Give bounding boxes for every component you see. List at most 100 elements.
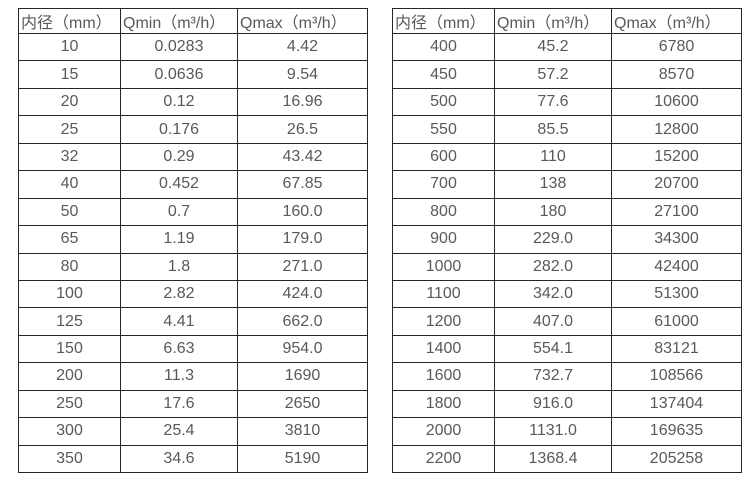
table-row: 350 34.6 5190 (18, 444, 368, 474)
table-cell: 34.6 (120, 444, 238, 474)
table-row: 100 2.82 424.0 (18, 279, 368, 309)
table-row: 1000 282.0 42400 (392, 252, 742, 281)
header-cell: Qmax（m³/h） (611, 8, 742, 34)
table-cell: 0.0283 (120, 32, 238, 62)
table-cell: 0.7 (120, 197, 238, 227)
table-cell: 500 (392, 87, 495, 117)
header-cell: 内径（mm） (392, 8, 495, 34)
table-row: 32 0.29 43.42 (18, 142, 368, 172)
table-cell: 1100 (392, 279, 495, 309)
table-cell: 137404 (611, 389, 742, 419)
table-cell: 25.4 (120, 417, 238, 446)
table-cell: 5190 (237, 444, 368, 474)
table-cell: 108566 (611, 362, 742, 391)
table-cell: 1200 (392, 307, 495, 336)
table-cell: 160.0 (237, 197, 368, 227)
table-cell: 4.42 (237, 32, 368, 62)
table-cell: 12800 (611, 115, 742, 144)
table-row: 50 0.7 160.0 (18, 197, 368, 227)
table-cell: 61000 (611, 307, 742, 336)
table-row: 2200 1368.4 205258 (392, 444, 742, 474)
table-cell: 11.3 (120, 362, 238, 391)
table-cell: 26.5 (237, 115, 368, 144)
table-cell: 0.176 (120, 115, 238, 144)
table-cell: 80 (18, 252, 121, 281)
table-row: 2000 1131.0 169635 (392, 417, 742, 446)
table-cell: 43.42 (237, 142, 368, 172)
table-cell: 450 (392, 60, 495, 89)
table-cell: 150 (18, 334, 121, 364)
table-cell: 4.41 (120, 307, 238, 336)
table-row: 1600 732.7 108566 (392, 362, 742, 391)
table-cell: 1.19 (120, 225, 238, 254)
table-cell: 77.6 (494, 87, 612, 117)
table-cell: 424.0 (237, 279, 368, 309)
table-cell: 550 (392, 115, 495, 144)
header-row: 内径（mm） Qmin（m³/h） Qmax（m³/h） (392, 8, 742, 34)
table-cell: 67.85 (237, 170, 368, 199)
table-row: 80 1.8 271.0 (18, 252, 368, 281)
table-row: 65 1.19 179.0 (18, 225, 368, 254)
table-cell: 125 (18, 307, 121, 336)
table-cell: 1690 (237, 362, 368, 391)
table-cell: 20700 (611, 170, 742, 199)
table-cell: 407.0 (494, 307, 612, 336)
table-row: 600 110 15200 (392, 142, 742, 172)
table-row: 20 0.12 16.96 (18, 87, 368, 117)
table-row: 200 11.3 1690 (18, 362, 368, 391)
table-cell: 205258 (611, 444, 742, 474)
table-cell: 15200 (611, 142, 742, 172)
table-row: 1400 554.1 83121 (392, 334, 742, 364)
table-cell: 2000 (392, 417, 495, 446)
table-cell: 50 (18, 197, 121, 227)
table-row: 300 25.4 3810 (18, 417, 368, 446)
table-cell: 85.5 (494, 115, 612, 144)
table-cell: 6.63 (120, 334, 238, 364)
header-cell: Qmin（m³/h） (494, 8, 612, 34)
table-cell: 554.1 (494, 334, 612, 364)
table-row: 1800 916.0 137404 (392, 389, 742, 419)
table-cell: 15 (18, 60, 121, 89)
table-cell: 6780 (611, 32, 742, 62)
table-row: 15 0.0636 9.54 (18, 60, 368, 89)
table-cell: 700 (392, 170, 495, 199)
table-cell: 83121 (611, 334, 742, 364)
table-cell: 179.0 (237, 225, 368, 254)
table-cell: 1400 (392, 334, 495, 364)
table-cell: 1800 (392, 389, 495, 419)
table-row: 400 45.2 6780 (392, 32, 742, 62)
table-cell: 110 (494, 142, 612, 172)
table-row: 10 0.0283 4.42 (18, 32, 368, 62)
table-cell: 0.12 (120, 87, 238, 117)
table-cell: 180 (494, 197, 612, 227)
table-row: 450 57.2 8570 (392, 60, 742, 89)
table-cell: 3810 (237, 417, 368, 446)
table-cell: 20 (18, 87, 121, 117)
table-cell: 45.2 (494, 32, 612, 62)
table-cell: 1.8 (120, 252, 238, 281)
table-cell: 200 (18, 362, 121, 391)
table-cell: 0.29 (120, 142, 238, 172)
table-cell: 732.7 (494, 362, 612, 391)
table-row: 1200 407.0 61000 (392, 307, 742, 336)
table-cell: 40 (18, 170, 121, 199)
table-cell: 8570 (611, 60, 742, 89)
table-cell: 600 (392, 142, 495, 172)
table-row: 500 77.6 10600 (392, 87, 742, 117)
header-cell: 内径（mm） (18, 8, 121, 34)
header-row: 内径（mm） Qmin（m³/h） Qmax（m³/h） (18, 8, 368, 34)
table-cell: 32 (18, 142, 121, 172)
flow-table-large-diameters: 内径（mm） Qmin（m³/h） Qmax（m³/h） 400 45.2 6780 450… (392, 8, 742, 474)
table-cell: 25 (18, 115, 121, 144)
table-cell: 9.54 (237, 60, 368, 89)
header-cell: Qmin（m³/h） (120, 8, 238, 34)
table-cell: 17.6 (120, 389, 238, 419)
table-cell: 2200 (392, 444, 495, 474)
table-row: 150 6.63 954.0 (18, 334, 368, 364)
table-cell: 51300 (611, 279, 742, 309)
table-row: 900 229.0 34300 (392, 225, 742, 254)
table-cell: 400 (392, 32, 495, 62)
table-cell: 954.0 (237, 334, 368, 364)
table-cell: 282.0 (494, 252, 612, 281)
